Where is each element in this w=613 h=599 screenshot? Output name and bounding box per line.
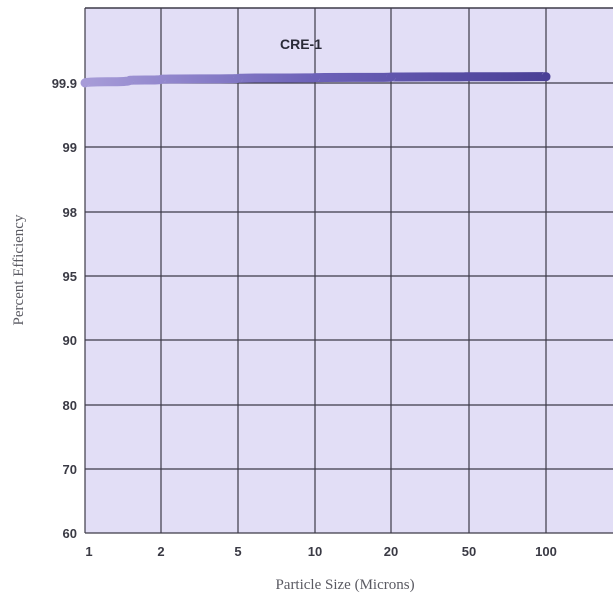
x-tick-label: 10 xyxy=(308,544,322,559)
y-tick-label: 90 xyxy=(63,333,77,348)
y-tick-label: 95 xyxy=(63,269,77,284)
plot-area xyxy=(85,8,613,533)
x-tick-label: 2 xyxy=(157,544,164,559)
y-tick-label: 99 xyxy=(63,140,77,155)
x-tick-label: 100 xyxy=(535,544,557,559)
x-tick-labels: 1 2 5 10 20 50 100 xyxy=(85,544,556,559)
x-tick-label: 20 xyxy=(384,544,398,559)
series-label-cre-1: CRE-1 xyxy=(280,36,322,52)
y-tick-label: 98 xyxy=(63,205,77,220)
x-axis-title: Particle Size (Microns) xyxy=(275,577,414,593)
x-tick-label: 5 xyxy=(234,544,241,559)
y-tick-label: 70 xyxy=(63,462,77,477)
y-tick-label: 99.9 xyxy=(52,76,77,91)
y-tick-label: 60 xyxy=(63,526,77,541)
x-tick-label: 50 xyxy=(462,544,476,559)
y-tick-labels: 60 70 80 90 95 98 99 99.9 xyxy=(52,76,77,541)
y-axis-title: Percent Efficiency xyxy=(11,214,27,325)
y-tick-label: 80 xyxy=(63,398,77,413)
x-tick-label: 1 xyxy=(85,544,92,559)
